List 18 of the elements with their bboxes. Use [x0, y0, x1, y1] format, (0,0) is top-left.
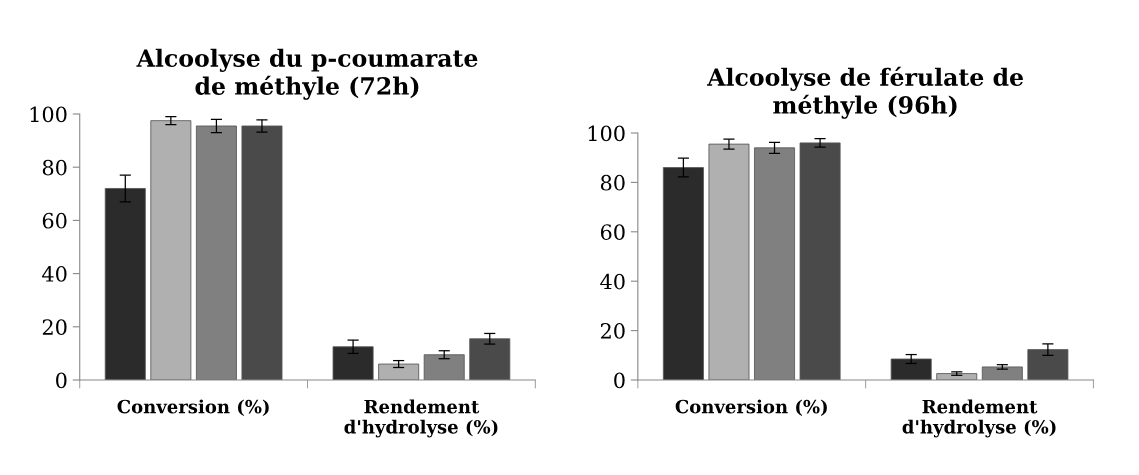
chart-title: Alcoolyse du p-coumarate de méthyle (72h): [136, 48, 478, 100]
y-tick-label: 100: [588, 125, 625, 142]
y-tick-label: 80: [42, 159, 67, 176]
y-tick-label: 40: [42, 266, 67, 282]
x-tick-label: Conversion (%): [117, 399, 269, 416]
y-tick-label: 0: [56, 372, 67, 389]
y-tick-label: 20: [42, 319, 67, 336]
y-tick-label: 60: [600, 224, 625, 241]
x-tick-label: Conversion (%): [675, 399, 827, 416]
y-tick-label: 20: [600, 323, 625, 339]
x-tick-label: Rendement d'hydrolyse (%): [344, 399, 498, 438]
y-tick-label: 80: [600, 174, 625, 191]
y-tick-label: 40: [600, 273, 625, 290]
y-tick-label: 60: [42, 212, 67, 229]
y-tick-label: 100: [30, 106, 67, 123]
x-tick-label: Rendement d'hydrolyse (%): [902, 399, 1056, 438]
chart-title: Alcoolyse de férulate de méthyle (96h): [707, 66, 1023, 119]
y-tick-label: 0: [614, 372, 625, 389]
